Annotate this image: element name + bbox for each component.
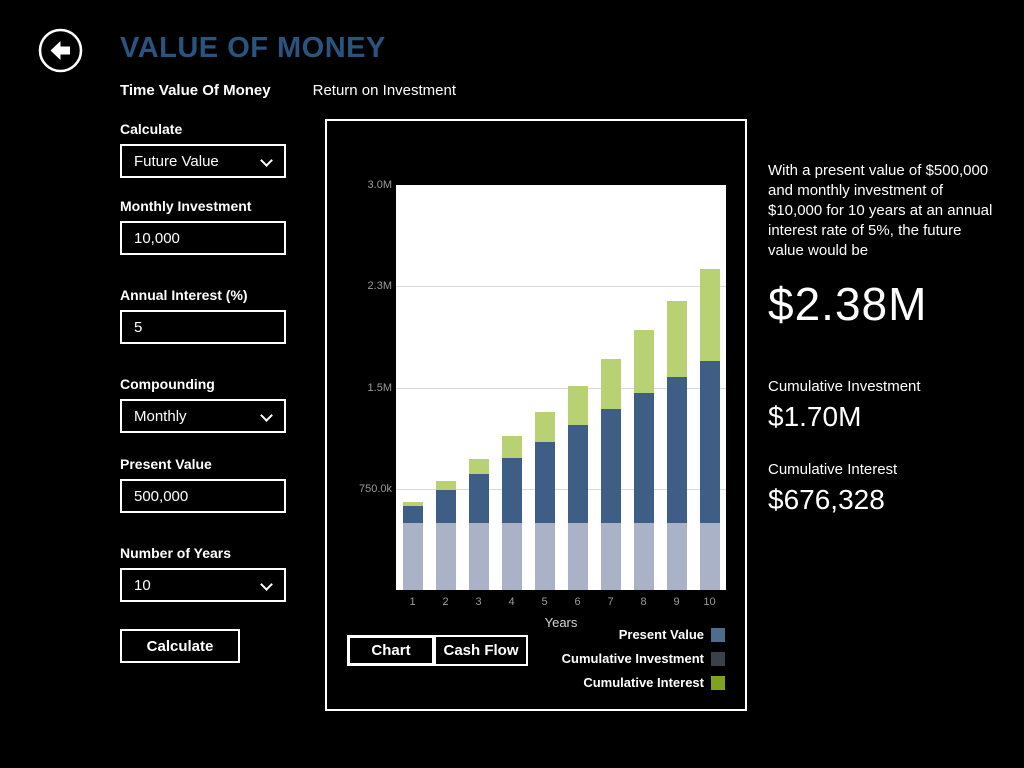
bar-segment	[633, 522, 654, 590]
bar-segment	[600, 522, 621, 590]
x-tick-label: 1	[409, 596, 416, 608]
calculate-label: Calculate	[120, 121, 183, 137]
compounding-dropdown[interactable]: Monthly	[120, 399, 286, 433]
field-monthly-investment: Monthly Investment	[120, 198, 286, 255]
annual-interest-input[interactable]	[120, 310, 286, 344]
bar-segment	[501, 457, 522, 523]
bar-segment	[699, 360, 720, 523]
number-of-years-label: Number of Years	[120, 545, 232, 561]
legend-label: Cumulative Interest	[583, 675, 704, 690]
present-value-input[interactable]	[120, 479, 286, 513]
compounding-label: Compounding	[120, 376, 215, 392]
legend-item: Cumulative Investment	[562, 651, 725, 666]
bar-segment	[402, 506, 423, 523]
chart-container: 750.0k 1.5M 2.3M 3.0M 1 2 3 4 5 6 7 8 9 10 Years Cha…	[325, 119, 747, 711]
field-calculate: Calculate Future Value	[120, 121, 286, 178]
field-number-of-years: Number of Years 10	[120, 545, 286, 602]
results-panel: With a present value of $500,000 and mon…	[768, 161, 998, 516]
bar-segment	[567, 425, 588, 523]
legend-swatch	[711, 675, 725, 690]
cashflow-view-button[interactable]: Cash Flow	[434, 635, 528, 666]
number-of-years-dropdown-value: 10	[134, 576, 151, 594]
y-tick-label: 1.5M	[367, 381, 392, 394]
y-tick-label: 3.0M	[367, 179, 392, 191]
bar-segment	[534, 522, 555, 590]
calculate-button[interactable]: Calculate	[120, 629, 240, 663]
pivot-tabs: Time Value Of Money Return on Investment	[120, 82, 456, 99]
legend-label: Cumulative Investment	[561, 651, 704, 666]
page-title: VALUE OF MONEY	[120, 32, 386, 64]
legend-label: Present Value	[618, 627, 704, 642]
monthly-investment-label: Monthly Investment	[120, 198, 252, 214]
x-tick-label: 7	[607, 596, 614, 608]
back-button[interactable]	[38, 28, 83, 73]
result-summary-text: With a present value of $500,000 and mon…	[768, 162, 993, 259]
bar-segment	[666, 300, 687, 377]
present-value-label: Present Value	[120, 456, 212, 472]
chart-view-button[interactable]: Chart	[347, 635, 435, 666]
cumulative-interest-value: $676,328	[768, 484, 885, 515]
y-tick-label: 2.3M	[367, 280, 392, 293]
calculate-dropdown[interactable]: Future Value	[120, 144, 286, 178]
bar-segment	[468, 473, 489, 523]
x-axis-title: Years	[544, 615, 578, 630]
x-tick-label: 5	[541, 596, 548, 608]
chevron-down-icon	[260, 409, 273, 422]
x-tick-label: 2	[442, 596, 449, 608]
cumulative-investment-value: $1.70M	[768, 401, 862, 432]
bar-segment	[567, 522, 588, 590]
x-tick-label: 9	[673, 596, 680, 608]
plot-area	[396, 185, 726, 590]
bar-segment	[633, 330, 654, 393]
tab-return-on-investment[interactable]: Return on Investment	[312, 82, 457, 99]
cumulative-interest-label: Cumulative Interest	[768, 461, 898, 478]
chevron-down-icon	[260, 154, 273, 167]
bar-segment	[534, 411, 555, 442]
chevron-down-icon	[260, 578, 273, 591]
bar-segment	[633, 392, 654, 523]
y-tick-label: 750.0k	[358, 482, 392, 495]
x-tick-label: 3	[475, 596, 482, 608]
bar-segment	[435, 490, 456, 523]
bar-segment	[468, 522, 489, 590]
compounding-dropdown-value: Monthly	[134, 407, 187, 425]
back-arrow-icon	[38, 28, 83, 73]
legend-swatch	[711, 651, 725, 666]
x-tick-label: 10	[703, 596, 716, 608]
x-tick-label: 8	[640, 596, 647, 608]
number-of-years-dropdown[interactable]: 10	[120, 568, 286, 602]
bar-segment	[501, 436, 522, 458]
bar-segment	[699, 269, 720, 361]
future-value: $2.38M	[768, 278, 928, 330]
field-present-value: Present Value	[120, 456, 286, 513]
cumulative-investment-label: Cumulative Investment	[768, 378, 921, 395]
bar-segment	[468, 459, 489, 474]
bar-segment	[567, 385, 588, 426]
bar-segment	[402, 502, 423, 507]
annual-interest-label: Annual Interest (%)	[120, 287, 248, 303]
chart-view-switch: Chart Cash Flow	[347, 635, 528, 666]
bar-segment	[699, 522, 720, 590]
bar-segment	[435, 481, 456, 491]
bar-segment	[501, 522, 522, 590]
bar-segment	[600, 409, 621, 523]
x-axis-ticks: 1 2 3 4 5 6 7 8 9 10	[396, 596, 726, 610]
legend-swatch	[711, 627, 725, 642]
bar-segment	[666, 376, 687, 523]
field-compounding: Compounding Monthly	[120, 376, 286, 433]
chart-legend: Present Value Cumulative Investment Cumula…	[562, 627, 725, 699]
calculate-dropdown-value: Future Value	[134, 152, 219, 170]
field-annual-interest: Annual Interest (%)	[120, 287, 286, 344]
bar-segment	[666, 522, 687, 590]
bar-segment	[402, 522, 423, 590]
bar-segment	[435, 522, 456, 590]
bar-segment	[600, 358, 621, 410]
tab-time-value-of-money[interactable]: Time Value Of Money	[120, 82, 271, 99]
legend-item: Cumulative Interest	[562, 675, 725, 690]
monthly-investment-input[interactable]	[120, 221, 286, 255]
bar-segment	[534, 441, 555, 523]
legend-item: Present Value	[562, 627, 725, 642]
x-tick-label: 6	[574, 596, 581, 608]
x-tick-label: 4	[508, 596, 515, 608]
